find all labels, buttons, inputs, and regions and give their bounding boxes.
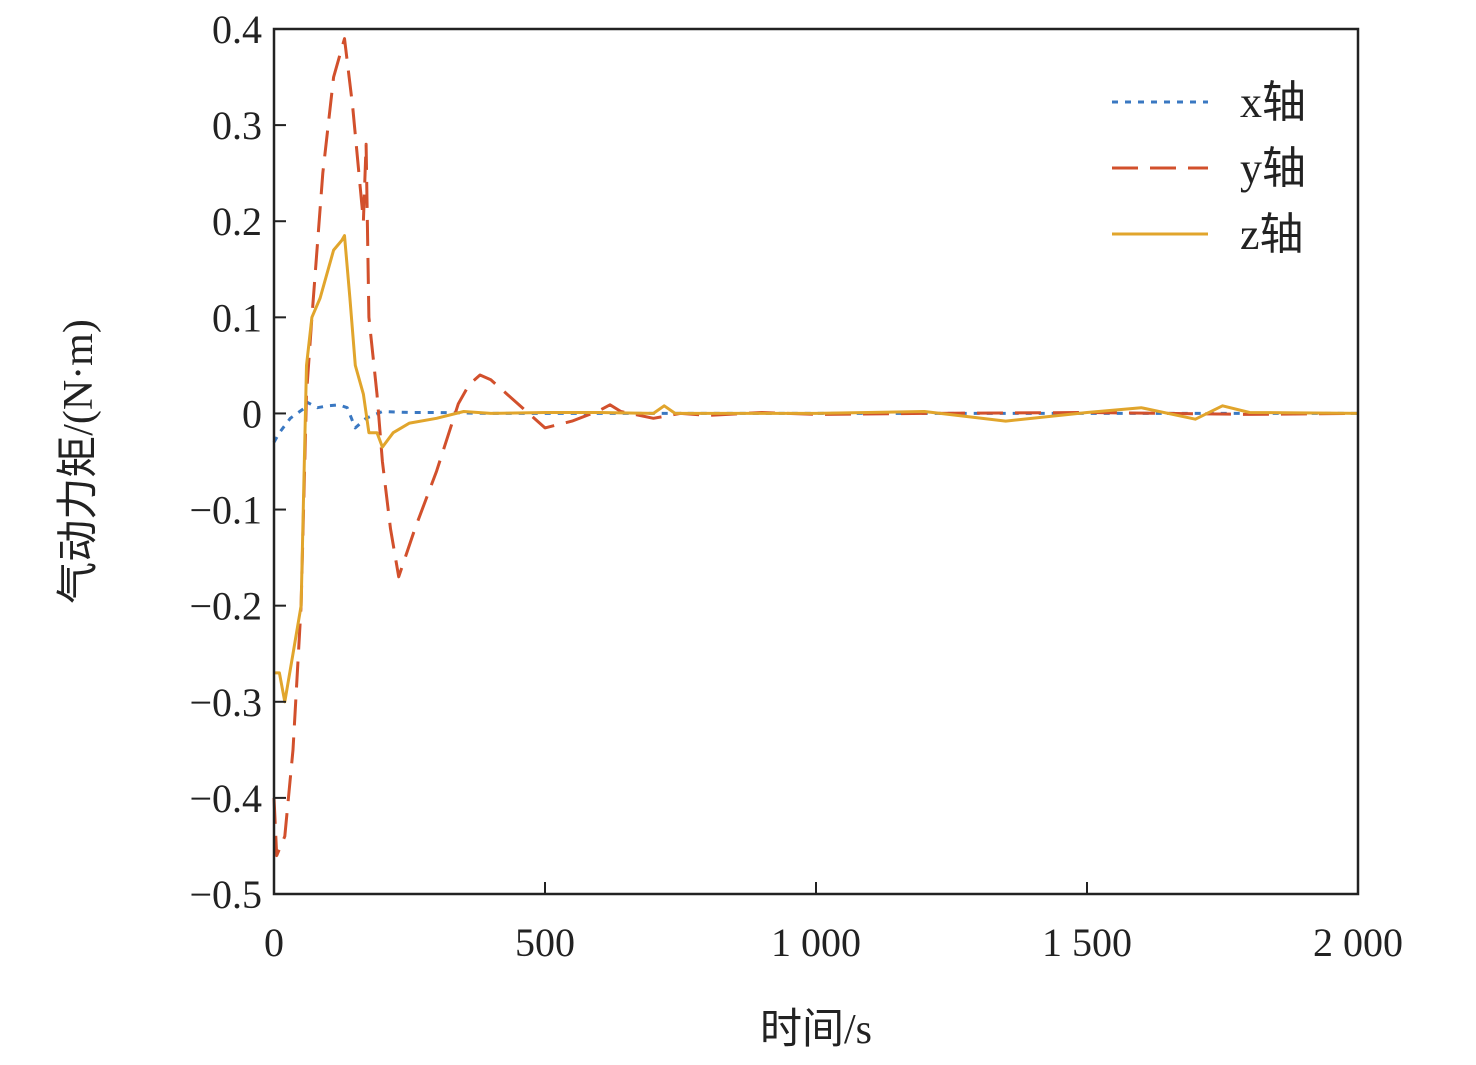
legend-label: z轴	[1240, 210, 1304, 259]
ticks-layer: 0 500 1 000 1 500 2 000 0.4 0.3 0.2 0.1 0 −0.1 −0.2…	[189, 7, 1403, 965]
y-tick-label: 0.3	[212, 103, 262, 148]
x-tick-label: 1 000	[771, 920, 861, 965]
series-line-1	[272, 400, 1358, 444]
series-line-2	[272, 37, 1359, 858]
y-tick-label: −0.2	[189, 584, 262, 629]
x-tick-label: 500	[515, 920, 575, 965]
y-tick-label: −0.5	[189, 872, 262, 917]
y-tick-label: −0.1	[189, 488, 262, 533]
x-tick-label: 0	[264, 920, 284, 965]
legend: x轴 y轴 z轴	[1112, 78, 1306, 259]
y-tick-label: 0.4	[212, 7, 262, 52]
plot-frame	[272, 27, 1360, 896]
y-tick-label: 0	[242, 391, 262, 436]
y-tick-label: −0.3	[189, 680, 262, 725]
legend-label: x轴	[1240, 78, 1306, 127]
y-tick-label: −0.4	[189, 776, 262, 821]
x-tick-label: 1 500	[1042, 920, 1132, 965]
x-tick-label: 2 000	[1313, 920, 1403, 965]
series-line-3	[274, 234, 1359, 704]
y-axis-title: 气动力矩/(N·m)	[56, 319, 102, 604]
y-tick-label: 0.2	[212, 199, 262, 244]
legend-label: y轴	[1240, 144, 1306, 193]
series-layer	[272, 37, 1359, 858]
x-axis-title: 时间/s	[760, 1007, 872, 1053]
y-tick-label: 0.1	[212, 295, 262, 340]
